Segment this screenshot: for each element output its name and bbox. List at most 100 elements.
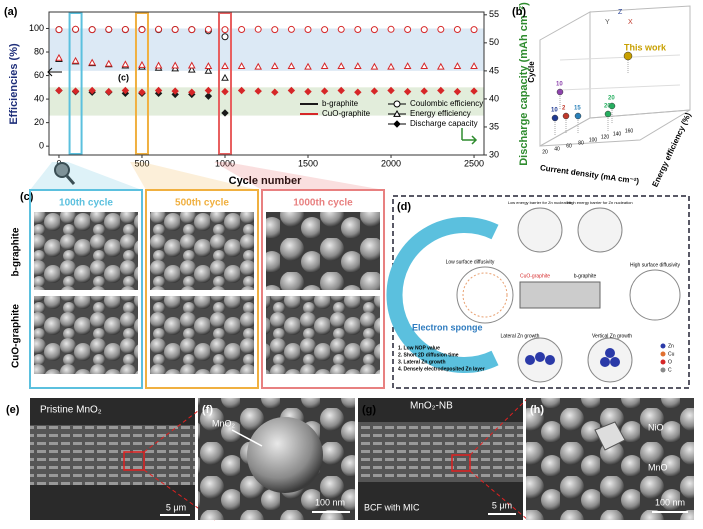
grid	[559, 54, 681, 61]
marker	[254, 62, 263, 70]
marker	[387, 86, 395, 95]
zn	[610, 357, 620, 367]
legend-dot	[660, 359, 666, 365]
marker	[387, 25, 395, 33]
marker	[320, 87, 329, 95]
label: Low surface diffusivity	[446, 259, 495, 265]
column-frame	[261, 189, 385, 389]
label: CuO-graphite	[520, 273, 550, 279]
marker	[138, 88, 146, 96]
marker	[204, 66, 213, 74]
marker	[453, 26, 461, 34]
axis-title: Energy efficiency (%)	[650, 111, 692, 188]
marker	[187, 61, 196, 69]
axis-arrow	[461, 128, 478, 145]
legend-label: Energy efficiency	[410, 109, 471, 118]
row-title: CuO-graphite	[11, 304, 22, 368]
sem-image	[150, 296, 254, 374]
marker	[154, 86, 163, 95]
marker	[404, 26, 412, 34]
point	[608, 102, 616, 110]
inset	[629, 269, 681, 321]
marker	[121, 60, 130, 68]
marker	[188, 26, 196, 34]
legend-dot	[660, 351, 666, 357]
marker	[453, 62, 462, 70]
marker	[387, 62, 395, 70]
highlight	[68, 12, 83, 155]
marker	[105, 25, 113, 33]
legend-marker	[393, 100, 401, 108]
panel-label: (c)	[20, 191, 34, 203]
marker	[370, 87, 379, 95]
sem-image	[266, 296, 380, 374]
y-tick-label: 20	[34, 117, 44, 127]
legend-label: Coulombic efficiency	[410, 99, 483, 108]
sem-fiber	[30, 425, 195, 485]
zoom-line	[469, 470, 529, 521]
marker	[138, 60, 146, 68]
image-title: MnO₂-NB	[410, 401, 453, 412]
zoom-box	[123, 451, 145, 471]
zn	[545, 355, 555, 365]
image-label: NiO	[648, 422, 664, 432]
column-frame	[145, 189, 259, 389]
marker	[354, 26, 362, 34]
axis-title: Cycle	[527, 61, 536, 83]
x-axis-title: Cycle number	[229, 175, 302, 187]
label: Lateral Zn growth	[501, 333, 540, 339]
panel-b: (b) Z Y X Cycle Current density (mA cm⁻²…	[512, 5, 693, 188]
panel-label: (e)	[6, 404, 20, 416]
panel-label: (h)	[530, 404, 544, 416]
x-tick-label: 1000	[215, 158, 235, 168]
g: This work 10 10 2 15 20 20	[551, 42, 667, 136]
tick-label: 160	[625, 128, 634, 134]
pointer	[231, 429, 263, 447]
zn	[600, 357, 610, 367]
marker	[237, 62, 246, 70]
axis-title: Current density (mA cm⁻²)	[539, 163, 640, 186]
marker	[271, 26, 279, 34]
panel-label: (f)	[202, 404, 213, 416]
marker	[55, 26, 63, 34]
y2-tick-label: 50	[489, 37, 499, 47]
y-tick-label: 100	[29, 23, 44, 33]
lattice	[456, 266, 514, 324]
image-title: Pristine MnO₂	[40, 405, 102, 416]
marker	[304, 26, 312, 34]
highlight	[134, 12, 149, 155]
marker	[237, 86, 246, 95]
marker	[71, 87, 80, 95]
sem-image	[526, 398, 694, 520]
image-note: BCF with MIC	[364, 502, 420, 512]
point	[623, 51, 633, 61]
marker	[470, 87, 478, 95]
marker	[453, 87, 462, 96]
y-tick-label: 80	[34, 46, 44, 56]
marker	[105, 87, 113, 96]
axis-letter: Z	[618, 9, 623, 16]
scale-label: 100 nm	[655, 497, 685, 507]
tick-label: 100	[589, 137, 598, 143]
x-tick-label: 1500	[298, 158, 318, 168]
sphere	[247, 417, 323, 493]
point-label: 20	[604, 104, 611, 110]
marker	[337, 25, 345, 33]
marker	[104, 59, 113, 67]
legend-label: Discharge capacity	[410, 119, 478, 128]
marker	[121, 26, 129, 34]
sponge-arc	[386, 217, 499, 373]
legend-label: Cu	[668, 351, 675, 357]
zoom-line	[143, 397, 216, 453]
label: Low energy barrier for Zn nucleation	[508, 200, 572, 205]
zn	[525, 355, 535, 365]
marker	[304, 62, 312, 70]
marker	[304, 87, 312, 96]
panel-g: (g) MnO₂-NB BCF with MIC 5 μm	[358, 397, 529, 521]
marker	[337, 62, 346, 70]
marker	[270, 62, 279, 70]
marker	[470, 26, 478, 34]
marker	[55, 53, 63, 61]
marker	[436, 62, 445, 70]
marker	[188, 88, 196, 96]
